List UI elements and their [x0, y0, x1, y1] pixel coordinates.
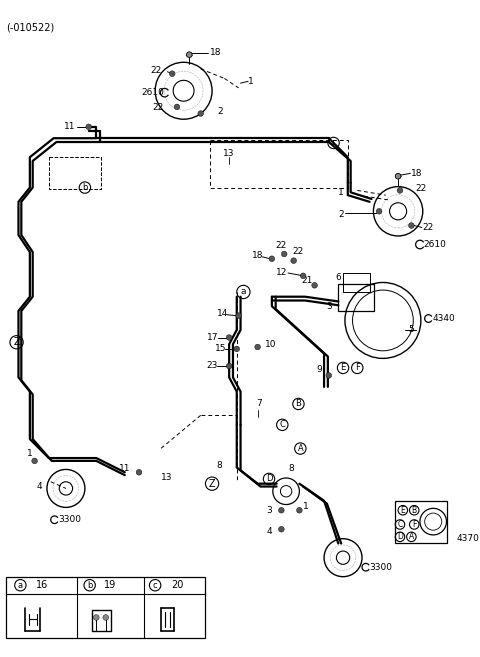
Text: 22: 22 [152, 103, 164, 112]
Text: 4: 4 [36, 482, 42, 491]
Bar [395, 501, 447, 543]
Circle shape [376, 208, 382, 214]
Text: b: b [87, 581, 92, 590]
Text: 3: 3 [326, 302, 332, 311]
Circle shape [326, 373, 332, 378]
Text: 4340: 4340 [432, 314, 455, 323]
Text: 16: 16 [36, 580, 48, 590]
Circle shape [278, 526, 284, 532]
Bar [338, 284, 374, 311]
Circle shape [281, 251, 287, 257]
Bar [343, 273, 370, 292]
Circle shape [94, 615, 99, 620]
Text: c: c [153, 581, 157, 590]
Circle shape [291, 258, 297, 263]
Text: 1: 1 [248, 77, 254, 86]
Text: Z: Z [13, 337, 20, 348]
Text: 8: 8 [288, 464, 294, 473]
Text: 11: 11 [64, 122, 75, 131]
Text: 15: 15 [215, 344, 227, 353]
Circle shape [86, 124, 92, 129]
Text: 2: 2 [218, 107, 223, 116]
Text: 9: 9 [316, 365, 322, 374]
Circle shape [234, 346, 240, 351]
Text: 22: 22 [150, 66, 162, 76]
Text: 1: 1 [303, 502, 309, 511]
Text: C: C [397, 520, 403, 529]
Text: 2610: 2610 [424, 240, 446, 249]
Circle shape [312, 283, 317, 288]
Circle shape [169, 71, 175, 76]
Text: 21: 21 [301, 276, 312, 285]
Text: 18: 18 [252, 252, 264, 260]
Text: 23: 23 [206, 361, 218, 371]
Text: 22: 22 [415, 184, 426, 193]
Text: 2: 2 [338, 210, 344, 219]
Circle shape [300, 273, 306, 279]
Text: 11: 11 [119, 464, 131, 473]
Circle shape [226, 334, 232, 340]
Text: 13: 13 [223, 149, 235, 158]
Text: c: c [331, 139, 336, 147]
Text: 19: 19 [105, 580, 117, 590]
Text: 20: 20 [171, 580, 183, 590]
Text: E: E [340, 363, 346, 373]
Circle shape [269, 256, 275, 261]
Text: a: a [240, 288, 246, 296]
Text: F: F [355, 363, 360, 373]
Text: D: D [397, 532, 403, 541]
Text: 1: 1 [338, 188, 344, 197]
Text: 22: 22 [423, 223, 434, 232]
Text: 22: 22 [276, 241, 287, 250]
Text: D: D [266, 474, 272, 484]
Text: 13: 13 [161, 474, 172, 482]
Text: 2610: 2610 [142, 88, 165, 97]
Circle shape [226, 363, 232, 369]
Circle shape [198, 110, 204, 116]
Circle shape [395, 173, 401, 179]
Bar [6, 577, 205, 639]
Circle shape [186, 52, 192, 58]
Circle shape [136, 470, 142, 475]
Text: 1: 1 [27, 449, 33, 458]
Text: B: B [296, 399, 301, 409]
Text: B: B [412, 506, 417, 514]
Text: 10: 10 [265, 340, 277, 349]
Text: 3: 3 [266, 506, 272, 514]
Circle shape [408, 223, 414, 229]
Text: 5: 5 [408, 325, 414, 334]
Circle shape [397, 187, 403, 193]
Text: (-010522): (-010522) [6, 22, 54, 32]
Text: A: A [298, 444, 303, 453]
Text: 14: 14 [217, 309, 228, 318]
Text: 12: 12 [276, 269, 287, 277]
Circle shape [174, 104, 180, 110]
Text: Z: Z [209, 479, 216, 489]
Text: C: C [279, 420, 285, 429]
Circle shape [255, 344, 261, 350]
Circle shape [32, 458, 37, 464]
Circle shape [103, 615, 108, 620]
Circle shape [297, 507, 302, 513]
Text: 18: 18 [210, 49, 222, 57]
Text: 17: 17 [207, 333, 219, 342]
Text: 4: 4 [266, 527, 272, 535]
Text: 3300: 3300 [370, 562, 393, 572]
Text: 22: 22 [292, 246, 303, 256]
Text: E: E [400, 506, 405, 514]
Circle shape [278, 507, 284, 513]
Text: A: A [409, 532, 414, 541]
Text: 6: 6 [336, 273, 341, 283]
Text: 18: 18 [411, 169, 423, 178]
Text: 8: 8 [217, 461, 223, 470]
Circle shape [236, 313, 241, 319]
Text: b: b [82, 183, 87, 192]
Text: 7: 7 [257, 399, 263, 409]
Text: a: a [18, 581, 23, 590]
Text: F: F [412, 520, 417, 529]
Text: 3300: 3300 [59, 515, 81, 524]
Text: 4370: 4370 [457, 534, 480, 543]
